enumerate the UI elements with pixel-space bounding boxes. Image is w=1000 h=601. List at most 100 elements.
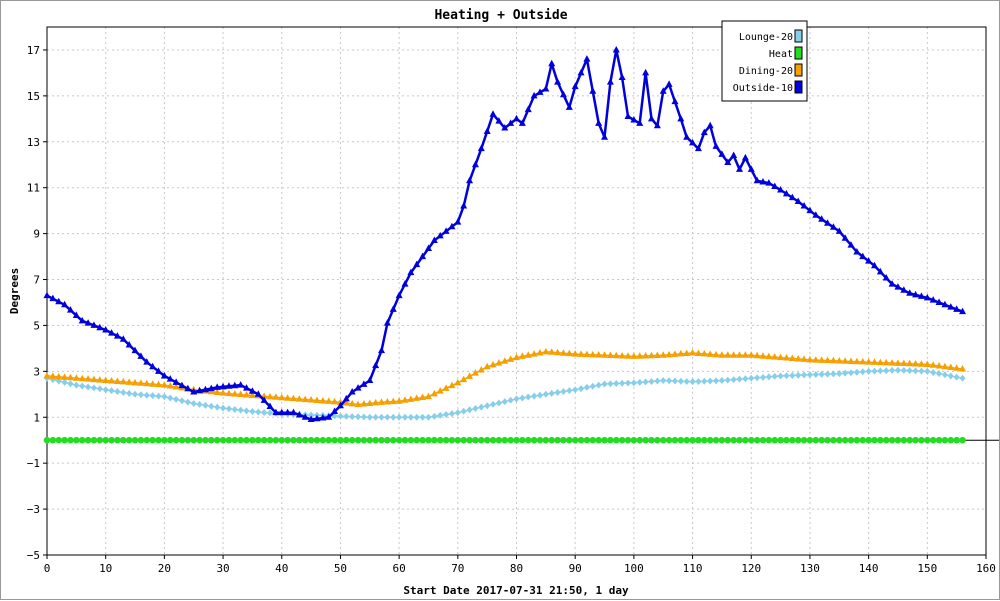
data-point-outside-10 — [589, 87, 597, 94]
data-point-heat — [747, 436, 755, 444]
data-point-outside-10 — [266, 402, 274, 410]
data-point-heat — [395, 436, 403, 444]
data-point-lounge-20 — [196, 400, 203, 408]
data-point-heat — [466, 436, 473, 444]
data-point-outside-10 — [284, 408, 292, 416]
data-point-lounge-20 — [877, 367, 884, 375]
data-point-dining-20 — [307, 396, 315, 403]
data-point-heat — [566, 436, 573, 444]
data-point-heat — [360, 436, 368, 444]
data-point-lounge-20 — [126, 389, 133, 397]
x-axis-label: Start Date 2017-07-31 21:50, 1 day — [403, 584, 629, 597]
data-point-lounge-20 — [836, 370, 843, 378]
data-point-dining-20 — [859, 357, 867, 365]
data-point-dining-20 — [624, 352, 632, 359]
data-point-heat — [853, 436, 861, 444]
data-point-heat — [208, 436, 215, 444]
data-point-heat — [49, 436, 57, 444]
data-point-heat — [624, 436, 632, 444]
data-point-heat — [219, 436, 227, 444]
data-point-dining-20 — [289, 394, 297, 402]
data-point-lounge-20 — [654, 377, 661, 385]
data-point-heat — [354, 436, 362, 444]
data-point-dining-20 — [483, 362, 491, 370]
data-point-lounge-20 — [695, 377, 702, 385]
data-point-outside-10 — [190, 388, 198, 395]
data-point-dining-20 — [160, 381, 168, 388]
data-point-dining-20 — [941, 362, 949, 370]
data-point-dining-20 — [518, 352, 526, 359]
data-point-heat — [818, 436, 825, 444]
data-point-lounge-20 — [848, 369, 855, 377]
data-point-outside-10 — [466, 176, 474, 184]
data-point-dining-20 — [84, 375, 92, 382]
data-point-lounge-20 — [677, 377, 684, 385]
data-point-lounge-20 — [718, 377, 725, 385]
data-point-outside-10 — [606, 78, 614, 85]
data-point-dining-20 — [847, 357, 855, 364]
data-point-outside-10 — [325, 413, 333, 420]
data-point-outside-10 — [630, 115, 638, 123]
data-point-heat — [84, 436, 92, 444]
data-point-lounge-20 — [777, 372, 784, 380]
data-point-heat — [542, 436, 550, 444]
data-point-lounge-20 — [941, 371, 948, 379]
data-point-dining-20 — [724, 351, 732, 358]
data-point-outside-10 — [923, 293, 931, 301]
data-point-lounge-20 — [308, 411, 315, 419]
data-point-dining-20 — [870, 358, 878, 365]
data-point-outside-10 — [794, 197, 802, 204]
data-point-outside-10 — [460, 202, 468, 209]
data-point-dining-20 — [319, 396, 327, 404]
data-point-heat — [254, 436, 262, 444]
data-point-outside-10 — [782, 189, 790, 197]
data-point-outside-10 — [149, 362, 157, 370]
data-point-dining-20 — [489, 360, 497, 368]
data-point-outside-10 — [354, 384, 362, 391]
y-tick-label: 17 — [27, 44, 40, 57]
x-tick-label: 30 — [216, 562, 229, 575]
data-point-dining-20 — [812, 356, 820, 363]
data-point-heat — [102, 436, 109, 444]
data-point-dining-20 — [771, 353, 779, 360]
data-point-heat — [800, 436, 808, 444]
data-point-dining-20 — [72, 374, 80, 381]
data-point-lounge-20 — [889, 366, 896, 374]
data-point-lounge-20 — [337, 412, 344, 420]
data-point-heat — [548, 436, 556, 444]
data-point-dining-20 — [49, 372, 57, 379]
data-point-outside-10 — [507, 119, 515, 126]
data-point-heat — [448, 436, 456, 444]
data-point-outside-10 — [483, 127, 491, 134]
data-point-heat — [231, 436, 239, 444]
data-point-heat — [924, 436, 931, 444]
data-point-outside-10 — [548, 59, 556, 67]
data-point-heat — [108, 436, 115, 444]
data-point-heat — [155, 436, 162, 444]
data-point-outside-10 — [213, 383, 221, 390]
data-point-outside-10 — [677, 114, 685, 122]
data-point-outside-10 — [160, 371, 168, 379]
data-point-lounge-20 — [366, 413, 373, 421]
data-point-outside-10 — [624, 112, 632, 120]
data-point-outside-10 — [178, 381, 186, 389]
data-point-lounge-20 — [454, 409, 461, 417]
data-point-outside-10 — [636, 119, 644, 126]
data-point-lounge-20 — [96, 385, 103, 393]
data-point-heat — [783, 436, 790, 444]
data-point-heat — [419, 436, 426, 444]
legend-label-heat: Heat — [769, 49, 793, 60]
data-point-dining-20 — [383, 397, 391, 405]
data-point-lounge-20 — [536, 391, 543, 399]
data-point-heat — [683, 436, 690, 444]
data-point-dining-20 — [677, 349, 685, 357]
data-point-outside-10 — [413, 260, 421, 268]
y-tick-label: −1 — [27, 457, 40, 470]
data-point-lounge-20 — [448, 410, 455, 418]
data-point-outside-10 — [659, 87, 667, 94]
data-point-heat — [695, 436, 702, 444]
data-point-heat — [894, 436, 902, 444]
data-point-outside-10 — [72, 311, 80, 318]
data-point-heat — [630, 436, 638, 444]
data-point-lounge-20 — [566, 387, 573, 395]
